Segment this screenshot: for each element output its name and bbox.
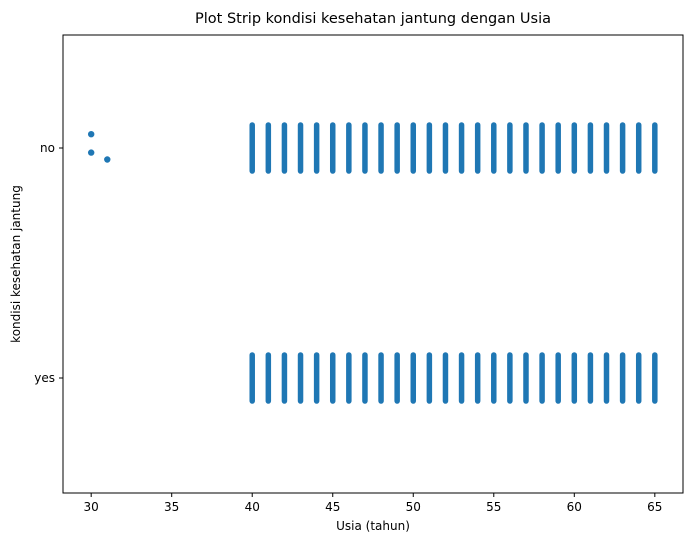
x-tick-label-55: 55 [486,500,501,514]
plot-frame [62,34,684,494]
x-tick-label-65: 65 [647,500,662,514]
y-tick-label-yes: yes [34,371,55,385]
x-tick-label-40: 40 [245,500,260,514]
data-point-no-1 [87,149,95,156]
y-axis: no yes [34,141,63,385]
chart-title: Plot Strip kondisi kesehatan jantung den… [195,11,551,27]
plot-area [87,122,658,404]
x-tick-label-45: 45 [325,500,340,514]
y-axis-title: kondisi kesehatan jantung [9,185,23,343]
x-tick-label-60: 60 [567,500,582,514]
x-axis: 30 35 40 45 50 55 60 65 [84,493,662,514]
x-tick-label-35: 35 [164,500,179,514]
data-point-no-0 [87,131,95,138]
data-point-no-2 [104,156,111,163]
x-tick-label-50: 50 [406,500,421,514]
y-tick-label-no: no [40,141,55,155]
x-axis-title: Usia (tahun) [336,519,410,533]
x-tick-label-30: 30 [84,500,99,514]
